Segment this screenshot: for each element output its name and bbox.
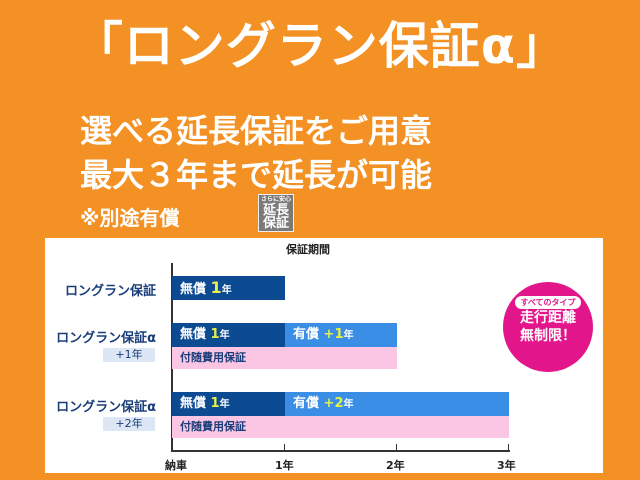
tick-label-0: 納車: [165, 459, 187, 472]
row-label: ロングラン保証α: [56, 400, 156, 415]
tick-1: [284, 444, 285, 451]
unlimited-mileage-badge: すべてのタイプ 走行距離 無制限！: [503, 282, 593, 372]
row-label: ロングラン保証: [64, 284, 156, 299]
row-label: ロングラン保証α: [56, 331, 156, 346]
note: ※別途有償: [80, 206, 180, 230]
extra-cost-bar: 付随費用保証: [172, 416, 509, 438]
tick-2: [396, 444, 397, 451]
chart-header: 保証期間: [286, 243, 330, 256]
tick-label-3: 3年: [497, 459, 516, 472]
tick-label-1: 1年: [275, 459, 294, 472]
extended-warranty-badge: さらに安心 延長 保証: [258, 194, 294, 232]
paid-bar: 有償 +2年: [285, 392, 509, 416]
extra-cost-bar: 付随費用保証: [172, 347, 397, 369]
badge-line-1: 走行距離: [520, 310, 576, 326]
free-bar: 無償 1年: [172, 323, 285, 347]
row-tag: +1年: [103, 348, 155, 362]
page-title: 「ロングラン保証α」: [72, 17, 568, 75]
free-bar: 無償 1年: [172, 392, 285, 416]
tick-3: [508, 444, 509, 451]
tick-label-2: 2年: [386, 459, 405, 472]
badge-line-2: 無制限！: [520, 328, 576, 344]
badge-line-2: 保証: [262, 216, 289, 231]
subtitle-line-1: 選べる延長保証をご用意: [80, 112, 433, 150]
free-bar: 無償 1年: [172, 276, 285, 300]
paid-bar: 有償 +1年: [285, 323, 397, 347]
x-axis-line: [171, 450, 510, 452]
subtitle-line-2: 最大３年まで延長が可能: [80, 156, 433, 194]
badge-pill: すべてのタイプ: [515, 296, 581, 309]
badge-small: さらに安心: [260, 196, 291, 203]
row-tag: +2年: [103, 417, 155, 431]
badge-line-1: 延長: [262, 203, 289, 218]
